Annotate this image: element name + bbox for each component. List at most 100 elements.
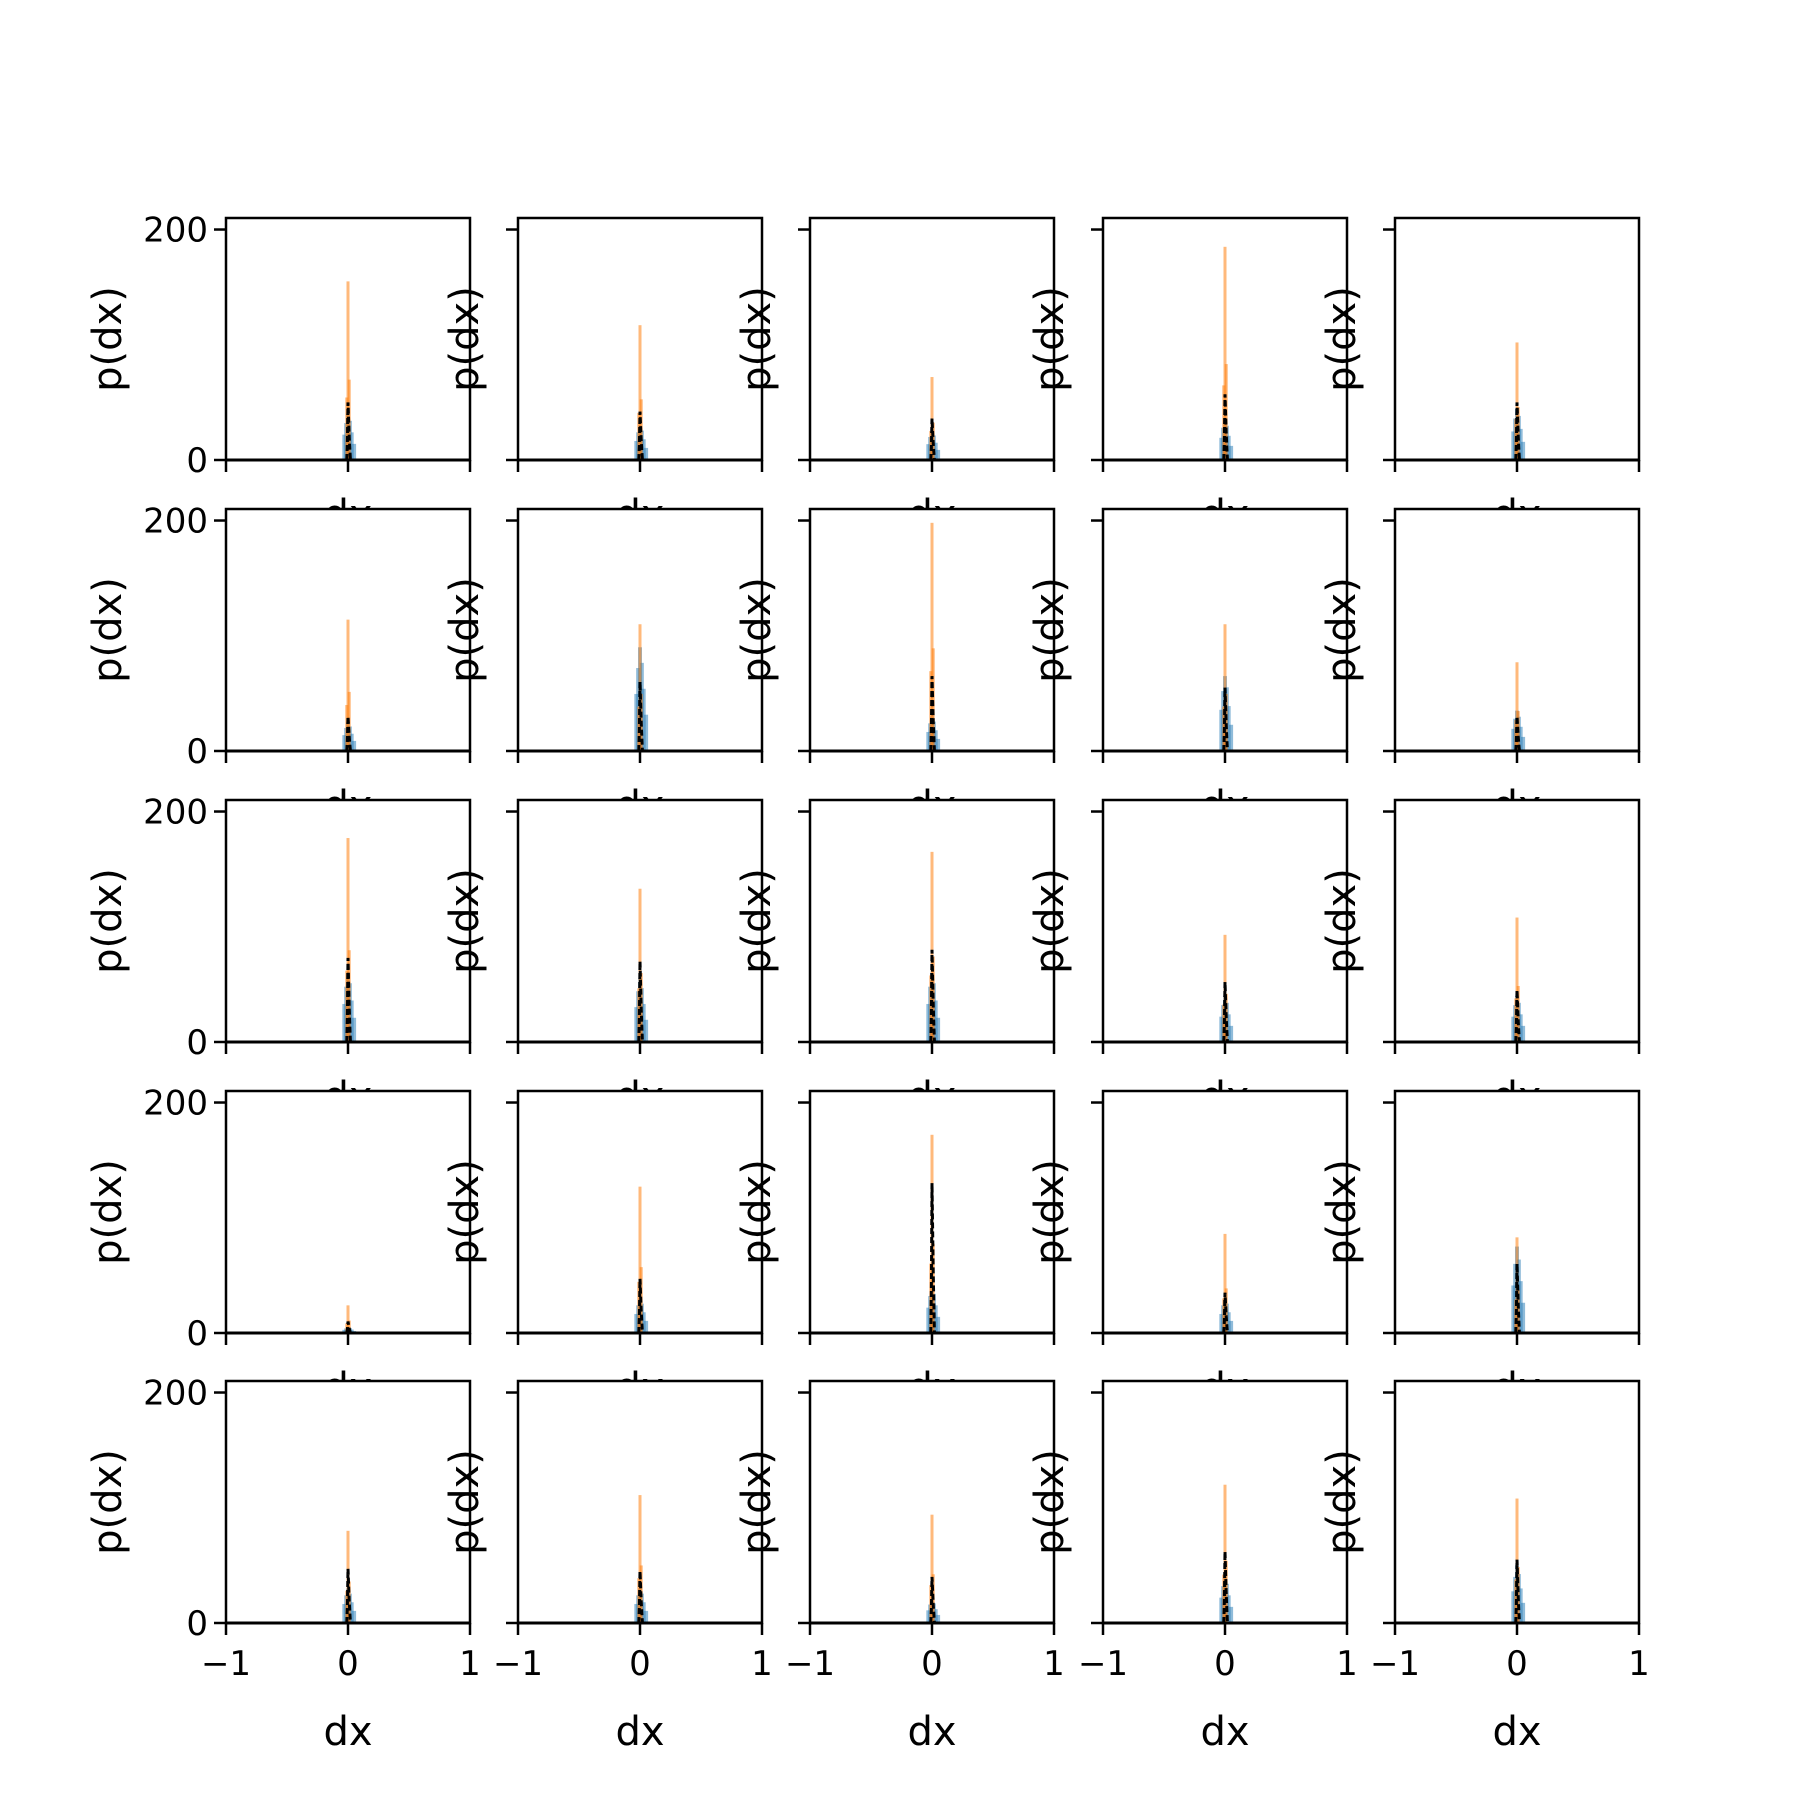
panel-r3-c2: p(dx) dx [734,1089,1056,1381]
panel-r3-c0: 0 200 p(dx) dx [85,1084,472,1381]
blue-hist-bar [641,439,646,460]
black-dashed-line [929,949,936,1043]
black-dashed-line [1514,402,1521,461]
black-dashed-line [1222,1551,1229,1624]
x-axis-label-clipped: dx [323,783,372,829]
x-axis-label: dx [615,1709,664,1755]
blue-hist-bar [644,714,649,751]
blue-hist-bar [936,449,941,460]
x-axis-label-clipped: dx [1492,492,1541,538]
y-axis-label: p(dx) [442,286,488,392]
y-axis-label: p(dx) [734,286,780,392]
x-tick-label: 1 [1043,1644,1065,1684]
x-axis-label-clipped: dx [1200,1365,1249,1411]
y-axis-label: p(dx) [1319,1159,1365,1265]
panel-r1-c4: p(dx) dx [1319,507,1641,829]
blue-hist-bar [1518,1014,1523,1042]
black-dashed-line [1222,1292,1229,1334]
x-tick-label: −1 [1370,1644,1420,1684]
y-tick-label: 200 [143,793,208,833]
orange-hist-bar [1515,917,1519,1042]
blue-hist-bar [349,733,354,751]
y-axis-label: p(dx) [85,1449,131,1555]
blue-hist-bar [352,1610,357,1623]
x-axis-label-clipped: dx [1200,783,1249,829]
blue-hist-bar [936,1316,941,1333]
y-axis-label: p(dx) [734,868,780,974]
panel-r1-c2: p(dx) dx [734,507,1056,829]
panel-r0-c4: p(dx) dx [1319,216,1641,538]
y-axis-label: p(dx) [1027,577,1073,683]
x-tick-label: −1 [1078,1644,1128,1684]
y-tick-label: 200 [143,502,208,542]
x-axis-label-clipped: dx [1200,1074,1249,1120]
black-dashed-line [345,402,352,461]
blue-hist-bar [936,1614,941,1623]
y-axis-label: p(dx) [1027,868,1073,974]
blue-hist-bar [641,688,646,751]
panel-r2-c3: p(dx) dx [1027,798,1349,1120]
y-axis-label: p(dx) [1027,1159,1073,1265]
orange-hist-bar [1224,693,1228,751]
y-axis-label: p(dx) [1027,286,1073,392]
blue-hist-bar [1521,1302,1526,1333]
y-tick-label: 200 [143,1374,208,1414]
blue-hist-bar [644,1610,649,1623]
y-axis-label: p(dx) [442,1159,488,1265]
black-dashed-line [345,1321,352,1334]
panel-r0-c2: p(dx) dx [734,216,1056,508]
y-axis-label: p(dx) [85,1159,131,1265]
x-tick-label: −1 [493,1644,543,1684]
y-axis-label: p(dx) [442,577,488,683]
x-tick-label: 0 [1506,1644,1528,1684]
panel-r4-c2: p(dx) −1 0 1 dx [734,1379,1065,1755]
black-dashed-line [1514,1263,1521,1334]
x-tick-label: 0 [1214,1644,1236,1684]
black-dashed-line [1514,1559,1521,1624]
orange-hist-bar [1516,407,1520,460]
blue-hist-bar [1521,441,1526,460]
blue-hist-bar [933,1000,938,1042]
blue-hist-bar [1226,1014,1231,1042]
panel-r0-c1: p(dx) dx [442,216,764,508]
panel-r0-c3: p(dx) dx [1027,216,1349,508]
orange-hist-bar [638,1186,642,1333]
blue-hist-bar [936,738,941,751]
black-dashed-line [1514,990,1521,1043]
x-axis-label-clipped: dx [323,1074,372,1120]
x-tick-label: −1 [785,1644,835,1684]
x-axis-label-clipped: dx [1492,783,1541,829]
y-axis-label: p(dx) [1319,286,1365,392]
x-tick-label: 1 [459,1644,481,1684]
blue-hist-bar [641,1003,646,1042]
x-tick-label: 1 [1336,1644,1358,1684]
x-axis-label: dx [1200,1709,1249,1755]
panel-r1-c1: p(dx) dx [442,507,764,799]
black-dashed-line [929,418,936,461]
orange-hist-bar [1515,662,1519,751]
blue-hist-bar [1229,724,1234,751]
orange-hist-bar [346,619,350,751]
x-axis-label: dx [1492,1709,1541,1755]
orange-hist-bar [1223,1233,1227,1333]
panel-r3-c1: p(dx) dx [442,1089,764,1381]
y-axis-label: p(dx) [734,577,780,683]
blue-hist-bar [641,1312,646,1333]
x-axis-label-clipped: dx [323,492,372,538]
blue-hist-bar [1521,736,1526,751]
blue-hist-bar [352,740,357,751]
y-axis-label: p(dx) [734,1449,780,1555]
orange-hist-bar [930,522,934,751]
blue-hist-bar [1518,726,1523,751]
x-axis-label-clipped: dx [615,1074,664,1120]
panel-r3-c3: p(dx) dx [1027,1089,1349,1411]
x-axis-label-clipped: dx [907,1074,956,1120]
blue-hist-bar [1518,428,1523,460]
y-tick-label: 200 [143,211,208,251]
orange-hist-bar [347,1320,351,1333]
panel-r2-c1: p(dx) dx [442,798,764,1120]
x-axis-label-clipped: dx [907,783,956,829]
panel-r1-c0: 0 200 p(dx) dx [85,502,472,829]
y-tick-label: 200 [143,1084,208,1124]
blue-hist-bar [644,1320,649,1333]
